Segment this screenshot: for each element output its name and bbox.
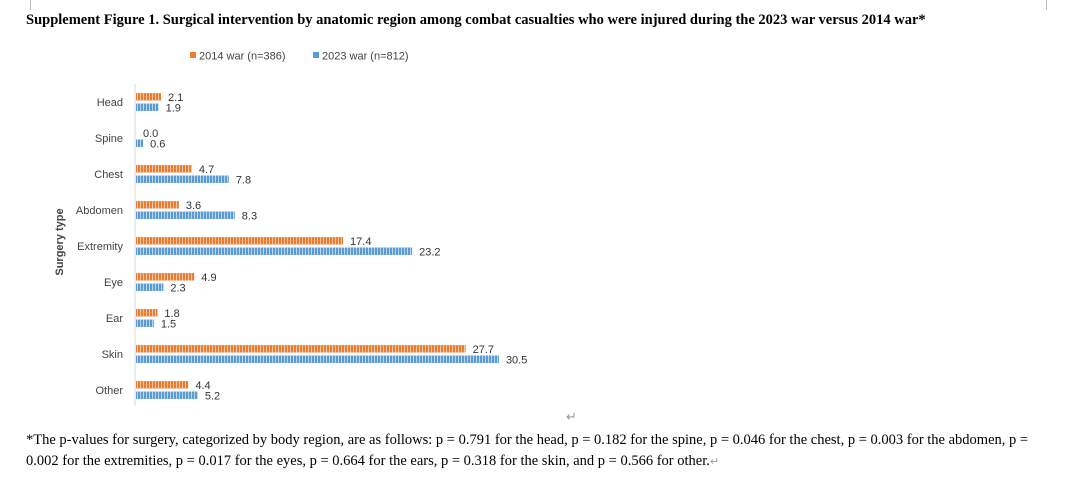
category-label: Spine	[95, 133, 123, 145]
bars-group: Head 2.11.9 Spine 0.00.6 Chest 4.7 7.8 Abdomen 3…	[76, 92, 527, 403]
data-label: 23.2	[419, 246, 440, 258]
bar-2014	[136, 273, 195, 281]
data-label: 7.8	[236, 174, 251, 186]
bar-2014	[136, 165, 192, 173]
y-axis-title: Surgery type	[54, 208, 66, 275]
data-label: 3.6	[186, 200, 201, 212]
bar-2014	[136, 381, 189, 389]
footnote: *The p-values for surgery, categorized b…	[26, 430, 1066, 472]
y-axis-title-group: Surgery type	[54, 208, 66, 275]
figure-title: Supplement Figure 1. Surgical interventi…	[26, 12, 926, 28]
data-label: 30.5	[506, 354, 527, 366]
bar-2023	[136, 319, 154, 327]
category-label: Skin	[102, 349, 123, 361]
bar-2023	[136, 175, 229, 183]
data-label: 4.9	[201, 272, 216, 284]
category-label: Head	[97, 97, 123, 109]
legend-swatch	[313, 52, 319, 58]
data-label: 2.1	[168, 92, 183, 104]
data-label: 4.7	[199, 164, 214, 176]
bar-2014	[136, 345, 466, 353]
chart-legend: 2014 war (n=386) 2023 war (n=812)	[190, 51, 409, 63]
legend-label: 2014 war (n=386)	[199, 51, 286, 63]
data-label: 0.0	[143, 128, 158, 140]
footnote-paragraph-mark: ↵	[709, 455, 720, 468]
page-corner-mark-left	[20, 0, 31, 10]
bar-2023	[136, 391, 198, 399]
legend-label: 2023 war (n=812)	[322, 51, 409, 63]
paragraph-mark: ↵	[566, 410, 577, 425]
category-label: Ear	[106, 313, 123, 325]
bar-2014	[136, 93, 161, 101]
bar-2023	[136, 211, 235, 219]
data-label: 1.9	[166, 102, 181, 114]
footnote-line-2-text: 0.002 for the extremities, p = 0.017 for…	[26, 453, 710, 469]
page-corner-mark-right	[1046, 0, 1057, 10]
bar-2014	[136, 309, 158, 317]
category-label: Chest	[94, 169, 123, 181]
legend-swatch	[190, 52, 196, 58]
bar-2023	[136, 247, 413, 255]
category-label: Abdomen	[76, 205, 123, 217]
bar-2023	[136, 103, 159, 111]
data-label: 27.7	[473, 344, 494, 356]
footnote-line-1-text: *The p-values for surgery, categorized b…	[26, 432, 1029, 448]
bar-2014	[136, 201, 179, 209]
data-label: 8.3	[242, 210, 257, 222]
bar-chart: 2014 war (n=386) 2023 war (n=812) Surgery…	[54, 51, 527, 406]
data-label: 5.2	[205, 390, 220, 402]
data-label: 2.3	[170, 282, 185, 294]
bar-2023	[136, 139, 144, 147]
data-label: 1.8	[164, 308, 179, 320]
bar-2014	[136, 237, 344, 245]
bar-2023	[136, 355, 499, 363]
category-label: Extremity	[77, 241, 123, 253]
category-label: Other	[95, 385, 123, 397]
footnote-line-2: 0.002 for the extremities, p = 0.017 for…	[26, 451, 1066, 472]
bar-2023	[136, 283, 164, 291]
data-label: 4.4	[195, 380, 210, 392]
data-label: 1.5	[161, 318, 176, 330]
footnote-line-1: *The p-values for surgery, categorized b…	[26, 430, 1066, 451]
data-label: 17.4	[350, 236, 371, 248]
category-label: Eye	[104, 277, 123, 289]
data-label: 0.6	[150, 138, 165, 150]
